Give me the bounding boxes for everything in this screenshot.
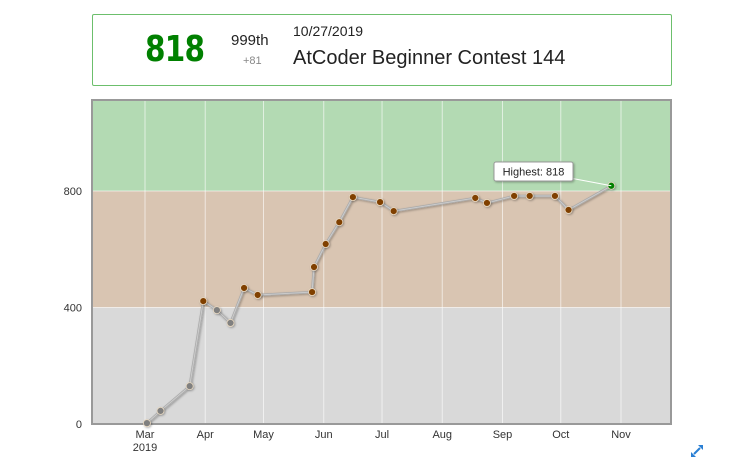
y-tick-label: 400 xyxy=(64,303,82,315)
rating-point[interactable] xyxy=(321,240,330,248)
y-tick-label: 0 xyxy=(76,419,82,431)
rating-point[interactable] xyxy=(389,207,398,215)
rating-diff: +81 xyxy=(243,55,262,67)
rating-point[interactable] xyxy=(308,288,316,296)
grid-lines xyxy=(92,100,671,424)
rating-bands xyxy=(92,100,671,424)
rating-point[interactable] xyxy=(376,198,384,206)
rating-point[interactable] xyxy=(310,263,318,271)
band-brown xyxy=(92,191,671,308)
contest-rank: 999th xyxy=(231,32,269,49)
band-green xyxy=(92,100,671,191)
tooltip-label: Highest: 818 xyxy=(503,167,565,179)
rating-point[interactable] xyxy=(253,291,262,299)
rating-point[interactable] xyxy=(510,192,519,200)
rating-point[interactable] xyxy=(551,192,559,200)
band-gray xyxy=(92,307,671,424)
contest-name[interactable]: AtCoder Beginner Contest 144 xyxy=(293,47,566,69)
x-tick-label: Jun xyxy=(315,429,333,441)
x-tick-label: Apr xyxy=(197,429,214,441)
x-tick-label: 2019 xyxy=(133,442,157,454)
x-tick-label: Aug xyxy=(432,429,452,441)
y-axis: 0 400 800 xyxy=(64,186,82,431)
rating-value: 818 xyxy=(145,29,205,70)
rating-point[interactable] xyxy=(185,382,194,391)
rating-point[interactable] xyxy=(240,284,248,292)
rating-point[interactable] xyxy=(564,206,573,214)
rating-point[interactable] xyxy=(335,218,344,227)
x-tick-label: Mar xyxy=(136,429,155,441)
x-tick-label: Nov xyxy=(611,429,631,441)
expand-icon[interactable] xyxy=(690,444,704,458)
plot-frame xyxy=(91,99,672,425)
rating-point[interactable] xyxy=(226,319,235,327)
highest-tooltip: Highest: 818 xyxy=(493,161,612,187)
x-tick-label: Jul xyxy=(375,429,389,441)
rating-point[interactable] xyxy=(525,192,534,200)
contest-date: 10/27/2019 xyxy=(293,23,364,39)
rating-point[interactable] xyxy=(483,199,491,207)
rating-point[interactable] xyxy=(348,193,357,202)
rating-line xyxy=(143,181,616,428)
y-tick-label: 800 xyxy=(64,186,82,198)
x-tick-label: Oct xyxy=(552,429,569,441)
rating-point[interactable] xyxy=(471,194,480,202)
x-tick-label: Sep xyxy=(493,429,513,441)
contest-status-panel: 818 999th +81 10/27/2019 AtCoder Beginne… xyxy=(92,14,672,86)
rating-point[interactable] xyxy=(156,406,165,415)
rating-point[interactable] xyxy=(199,297,208,305)
x-tick-label: May xyxy=(253,429,274,441)
rating-point[interactable] xyxy=(143,419,151,428)
rating-point[interactable] xyxy=(212,306,221,315)
